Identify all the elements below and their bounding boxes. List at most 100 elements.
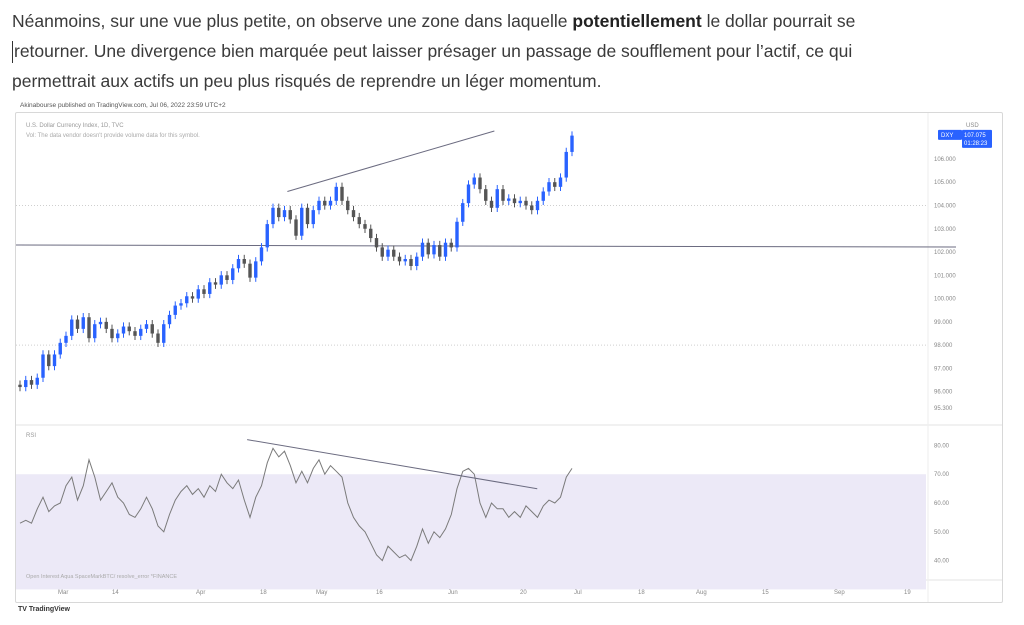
candle-body [52,354,57,367]
candle-body [374,238,379,248]
candle-body [248,263,252,278]
candle-body [139,328,143,336]
price-tick-label: 105.000 [934,180,956,186]
candle-body [443,242,448,257]
price-tick-label: 98.000 [934,343,953,349]
logo-label: TradingView [28,606,70,613]
candle-body [305,207,310,225]
symbol-tag-label: DXY [941,133,953,139]
price-tick-label: 96.000 [934,390,953,396]
candle-body [156,333,160,343]
candle-body [466,184,471,204]
chart-title: U.S. Dollar Currency Index, 1D, TVC [26,123,124,129]
tradingview-logo: TV TradingView [18,606,70,613]
candle-body [202,289,206,294]
rsi-tick-label: 80.00 [934,443,950,449]
candle-body [323,200,327,206]
trading-chart: U.S. Dollar Currency Index, 1D, TVC Vol: … [15,113,1002,602]
candle-body [530,205,534,211]
published-note: Akinabourse published on TradingView.com… [20,102,226,109]
rsi-tick-label: 40.00 [934,559,950,565]
candle-body [512,198,517,204]
time-tick-label: Apr [196,590,205,596]
candle-body [472,177,476,185]
symbol-tag [938,129,962,140]
candle-body [259,247,264,262]
chart-image: U.S. Dollar Currency Index, 1D, TVC Vol: … [15,112,1003,603]
candle-body [219,275,223,285]
price-tick-label: 100.000 [934,297,956,303]
candle-body [271,207,275,225]
candle-body [409,259,413,266]
price-tick-label: 104.000 [934,203,956,209]
rsi-title: RSI [26,433,36,439]
candle-body [162,324,166,343]
candle-body [432,245,436,255]
candle-body [185,296,189,304]
candle-body [35,377,39,385]
candle-body [213,282,218,285]
candle-body [144,324,149,329]
candle-body [127,326,131,332]
candle-body [507,198,511,201]
candle-body [288,210,292,220]
support-horizontal-line [15,244,957,248]
candle-body [397,256,402,262]
candle-body [328,200,333,206]
candle-body [501,189,505,201]
candle-body [392,249,396,257]
time-tick-label: 15 [762,590,769,596]
article-text: Néanmoins, sur une vue plus petite, on o… [12,6,1012,96]
candle-body [81,317,85,329]
candle-body [495,189,499,208]
candle-body [41,354,45,378]
rsi-tick-label: 70.00 [934,472,950,478]
candle-body [254,261,258,278]
indicator-footer: Open Interest Aqua SpaceMarkBTC/ resolve… [26,574,177,580]
time-tick-label: 20 [520,590,527,596]
rsi-divergence-trendline [247,439,538,490]
time-tick-label: Aug [696,590,707,596]
article-line-1-end: le dollar pourrait se [701,11,856,31]
candle-body [346,200,350,211]
candle-body [104,321,108,329]
candle-body [380,247,384,257]
candle-body [277,207,281,218]
candle-body [541,191,545,201]
candle-body [311,210,315,225]
candle-body [110,328,114,339]
price-tick-label: 106.000 [934,157,956,163]
last-price-tag [962,129,992,148]
last-price-label: 107.075 [964,133,986,139]
candle-body [564,151,568,178]
article-line-2: retourner. Une divergence bien marquée p… [12,36,1012,66]
time-tick-label: Sep [834,590,845,596]
candle-body [415,256,419,266]
candle-body [438,245,442,257]
rsi-series-line [19,447,573,562]
candle-body [133,331,137,336]
price-tick-label: 103.000 [934,227,956,233]
candle-body [547,182,551,192]
candle-body [208,282,212,294]
time-tick-label: 18 [260,590,267,596]
price-tick-label: 97.000 [934,366,953,372]
candle-body [449,242,453,248]
time-tick-label: Jul [574,590,582,596]
candle-body [524,200,528,206]
candle-body [558,177,563,187]
candle-body [334,186,338,201]
candle-body [18,384,22,388]
candle-body [369,228,373,239]
candle-body [190,296,195,299]
candle-body [426,242,430,255]
candle-body [455,221,459,248]
candle-body [403,259,407,262]
candle-body [570,135,574,152]
candle-body [87,317,91,339]
candle-body [265,224,269,248]
resistance-trendline [287,130,495,192]
candle-body [242,259,246,264]
candle-body [420,242,425,257]
candle-body [64,335,68,343]
